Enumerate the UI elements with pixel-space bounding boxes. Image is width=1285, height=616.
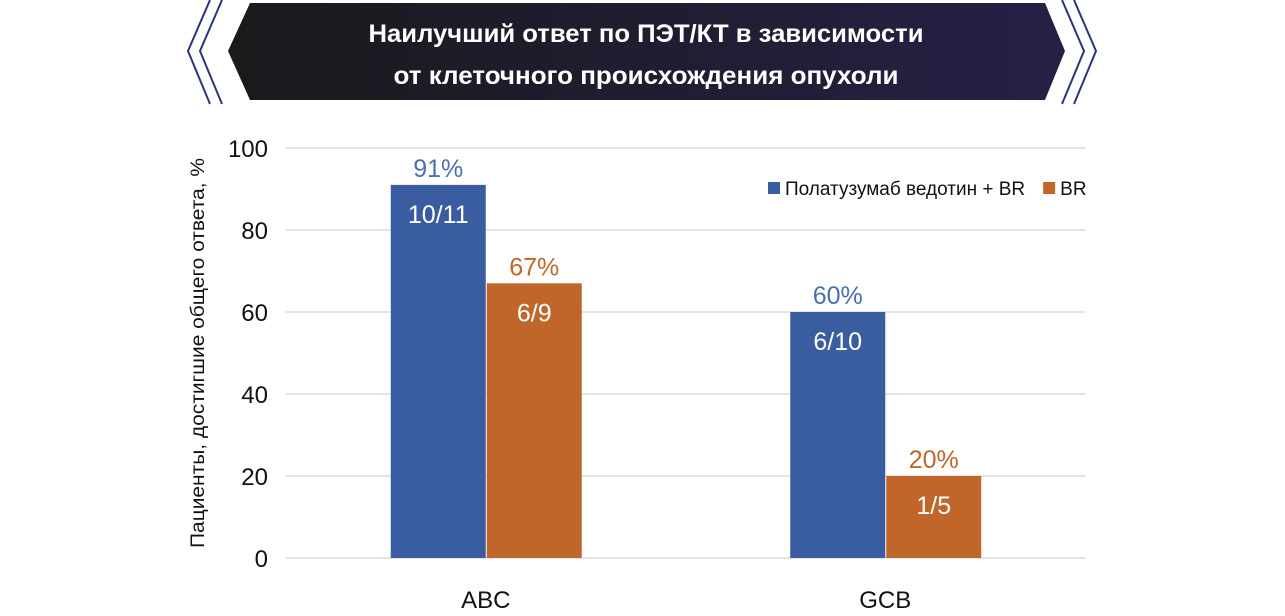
- left-chevron-icon: [186, 0, 223, 105]
- y-tick-label: 20: [241, 464, 268, 491]
- bar-abc-series-0: [390, 184, 486, 558]
- y-tick-label: 60: [241, 300, 268, 327]
- chart-title-line-1: Наилучший ответ по ПЭТ/КТ в зависимости: [369, 20, 924, 48]
- y-axis-ticks: 0 20 40 60 80 100: [228, 136, 268, 573]
- data-label-fraction: 6/9: [517, 299, 552, 327]
- data-label-fraction: 1/5: [916, 492, 951, 520]
- bar-abc-series-1: [486, 283, 582, 558]
- legend-label: BR: [1060, 179, 1086, 200]
- y-tick-label: 100: [228, 136, 268, 163]
- chart-title-line-2: от клеточного происхождения опухоли: [394, 62, 899, 90]
- data-label-percent: 60%: [813, 282, 863, 310]
- data-label-fraction: 10/11: [408, 201, 469, 229]
- data-label-fraction: 6/10: [813, 328, 862, 356]
- data-label-percent: 67%: [509, 253, 559, 281]
- legend: Полатузумаб ведотин + BR BR: [768, 179, 1087, 200]
- bar-gcb-series-0: [790, 312, 886, 558]
- y-tick-label: 0: [255, 546, 268, 573]
- legend-swatch: [1043, 182, 1056, 194]
- banner-background: [228, 3, 1065, 100]
- y-tick-label: 80: [241, 218, 268, 245]
- legend-swatch: [768, 182, 780, 194]
- right-chevron-icon: [1061, 0, 1098, 105]
- x-tick-label: GCB: [859, 587, 911, 614]
- y-tick-label: 40: [241, 382, 268, 409]
- data-label-percent: 20%: [909, 446, 959, 474]
- legend-label: Полатузумаб ведотин + BR: [785, 179, 1025, 200]
- bar-gcb-series-1: [886, 476, 982, 558]
- x-axis-ticks: ABC GCB: [461, 587, 911, 614]
- title-banner: Наилучший ответ по ПЭТ/КТ в зависимости …: [186, 0, 1098, 105]
- x-tick-label: ABC: [461, 587, 510, 614]
- data-label-percent: 91%: [413, 155, 463, 183]
- y-axis-label: Пациенты, достигшие общего ответа, %: [188, 158, 209, 548]
- bars: 91% 10/11 67% 6/9 60% 6/10 20% 1/5: [390, 155, 982, 558]
